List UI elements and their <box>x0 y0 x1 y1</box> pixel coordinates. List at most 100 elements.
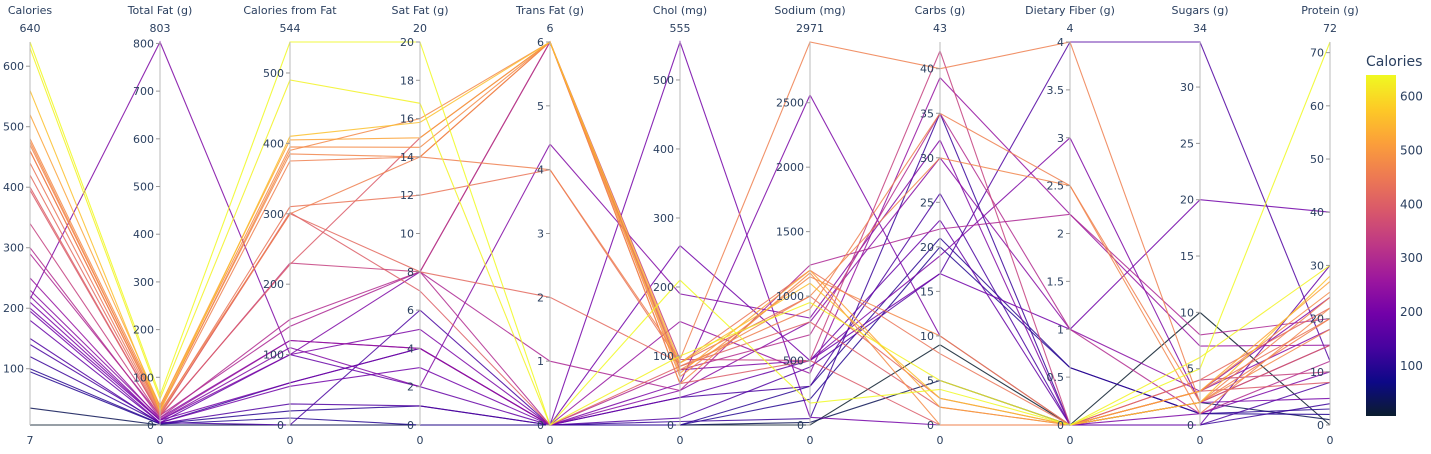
tick-label: 300 <box>653 212 674 225</box>
tick-label: 1.5 <box>1047 275 1065 288</box>
tick-label: 0 <box>407 419 414 432</box>
tick-label: 600 <box>133 133 154 146</box>
tick-label: 5 <box>1187 363 1194 376</box>
axis-range-min: 0 <box>1067 434 1074 447</box>
tick-label: 400 <box>133 228 154 241</box>
axis-range-min: 0 <box>807 434 814 447</box>
tick-label: 2500 <box>776 97 804 110</box>
axis-title: Total Fat (g) <box>127 4 193 17</box>
tick-label: 300 <box>3 242 24 255</box>
axis-range-min: 7 <box>27 434 34 447</box>
tick-label: 10 <box>1310 366 1324 379</box>
tick-label: 40 <box>1310 206 1324 219</box>
axis-title: Chol (mg) <box>653 4 707 17</box>
axis: Chol (mg) 555 00 100 200 300 400 500 <box>653 4 707 447</box>
tick-label: 100 <box>3 363 24 376</box>
axis-title: Sodium (mg) <box>774 4 845 17</box>
tick-label: 10 <box>400 228 414 241</box>
tick-label: 8 <box>407 266 414 279</box>
tick-label: 30 <box>920 152 934 165</box>
axis-range-max: 6 <box>547 22 554 35</box>
tick-label: 1 <box>537 355 544 368</box>
axis-range-min: 0 <box>1327 434 1334 447</box>
tick-label: 18 <box>400 74 414 87</box>
tick-label: 2 <box>407 381 414 394</box>
tick-label: 25 <box>920 196 934 209</box>
tick-label: 20 <box>400 36 414 49</box>
tick-label: 14 <box>400 151 414 164</box>
tick-label: 400 <box>263 137 284 150</box>
tick-label: 16 <box>400 113 414 126</box>
tick-label: 1500 <box>776 226 804 239</box>
axis-range-max: 544 <box>280 22 301 35</box>
axis: Dietary Fiber (g) 4 00 0.5 1 1.5 2 2.5 3 3.5 4 <box>1025 4 1115 447</box>
axis: Trans Fat (g) 6 00 1 2 3 4 5 6 <box>515 4 584 447</box>
tick-label: 15 <box>920 285 934 298</box>
axis-range-max: 4 <box>1067 22 1074 35</box>
axis-title: Calories <box>8 4 53 17</box>
tick-label: 10 <box>920 330 934 343</box>
colorbar-tick-label: 400 <box>1400 197 1423 211</box>
axis: Total Fat (g) 803 00 100 200 300 400 500 600 700 8… <box>127 4 193 447</box>
axis: Calories from Fat 544 00 100 200 300 400 500 <box>243 4 337 447</box>
tick-label: 20 <box>920 241 934 254</box>
tick-label: 2000 <box>776 161 804 174</box>
tick-label: 100 <box>263 349 284 362</box>
tick-label: 70 <box>1310 47 1324 60</box>
tick-label: 100 <box>133 371 154 384</box>
tick-label: 50 <box>1310 153 1324 166</box>
axis: Carbs (g) 43 00 5 10 15 20 25 30 35 40 <box>915 4 966 447</box>
colorbar-tick-label: 300 <box>1400 251 1423 265</box>
axis-range-max: 20 <box>413 22 427 35</box>
axis-title: Dietary Fiber (g) <box>1025 4 1115 17</box>
tick-label: 500 <box>3 121 24 134</box>
tick-label: 1000 <box>776 290 804 303</box>
tick-label: 4 <box>537 164 544 177</box>
axis-range-min: 0 <box>157 434 164 447</box>
tick-label: 500 <box>133 181 154 194</box>
tick-label: 2 <box>537 291 544 304</box>
tick-label: 3 <box>1057 132 1064 145</box>
tick-label: 500 <box>783 355 804 368</box>
tick-label: 40 <box>920 63 934 76</box>
axis-range-max: 43 <box>933 22 947 35</box>
tick-label: 4 <box>407 342 414 355</box>
tick-label: 700 <box>133 85 154 98</box>
axis-range-max: 2971 <box>796 22 824 35</box>
tick-label: 0 <box>927 419 934 432</box>
tick-label: 20 <box>1310 313 1324 326</box>
tick-label: 5 <box>927 374 934 387</box>
colorbar-tick-label: 200 <box>1400 305 1423 319</box>
tick-label: 0 <box>277 419 284 432</box>
axis-range-min: 0 <box>547 434 554 447</box>
tick-label: 20 <box>1180 194 1194 207</box>
tick-label: 500 <box>653 74 674 87</box>
axis-title: Calories from Fat <box>243 4 337 17</box>
colorbar-tick-label: 100 <box>1400 359 1423 373</box>
tick-label: 500 <box>263 67 284 80</box>
tick-label: 35 <box>920 107 934 120</box>
colorbar-tick-label: 600 <box>1400 90 1423 104</box>
tick-label: 2 <box>1057 228 1064 241</box>
colorbar-scale <box>1366 75 1396 416</box>
tick-label: 5 <box>537 100 544 113</box>
colorbar-title: Calories <box>1366 54 1422 70</box>
axis-range-min: 0 <box>287 434 294 447</box>
tick-label: 12 <box>400 189 414 202</box>
colorbar: Calories 100 200 300 400 500 600 <box>1366 54 1423 416</box>
tick-label: 4 <box>1057 36 1064 49</box>
tick-label: 800 <box>133 37 154 50</box>
tick-label: 15 <box>1180 250 1194 263</box>
tick-label: 3 <box>537 228 544 241</box>
tick-label: 2.5 <box>1047 180 1065 193</box>
tick-label: 0 <box>1187 419 1194 432</box>
tick-label: 30 <box>1180 81 1194 94</box>
axis: Calories 640 7 100 200 300 400 500 600 <box>3 4 52 447</box>
axis-range-max: 640 <box>20 22 41 35</box>
tick-label: 3.5 <box>1047 84 1065 97</box>
tick-label: 0 <box>667 419 674 432</box>
axis-range-min: 0 <box>677 434 684 447</box>
tick-label: 200 <box>133 324 154 337</box>
